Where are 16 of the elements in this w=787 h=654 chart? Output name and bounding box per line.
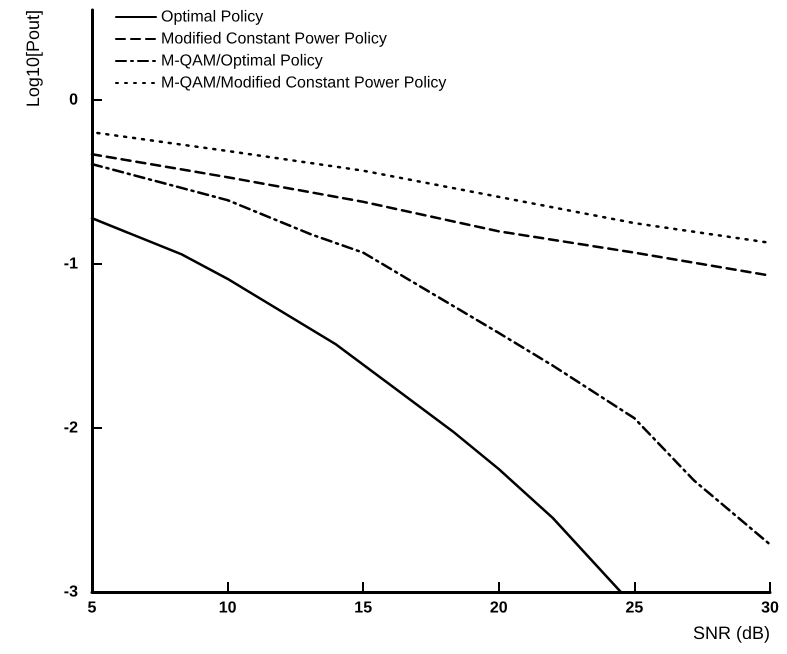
x-tick-label: 5 [88, 600, 97, 616]
x-axis-title: SNR (dB) [692, 623, 770, 643]
x-tick-label: 15 [354, 600, 372, 616]
x-tick-label: 25 [626, 600, 644, 616]
y-axis-title: Log10[Pout] [23, 10, 43, 108]
legend-label: Modified Constant Power Policy [161, 30, 387, 48]
x-tick-label: 20 [490, 600, 508, 616]
x-tick-label: 10 [218, 600, 237, 616]
legend-label: M-QAM/Optimal Policy [161, 52, 323, 70]
y-tick-label: -3 [64, 584, 78, 600]
legend-label: M-QAM/Modified Constant Power Policy [161, 74, 446, 92]
y-tick-label: 0 [69, 92, 78, 109]
y-tick-label: -2 [64, 420, 78, 437]
legend-label: Optimal Policy [161, 8, 264, 26]
y-tick-label: -1 [64, 256, 78, 273]
x-tick-label: 30 [761, 600, 779, 616]
